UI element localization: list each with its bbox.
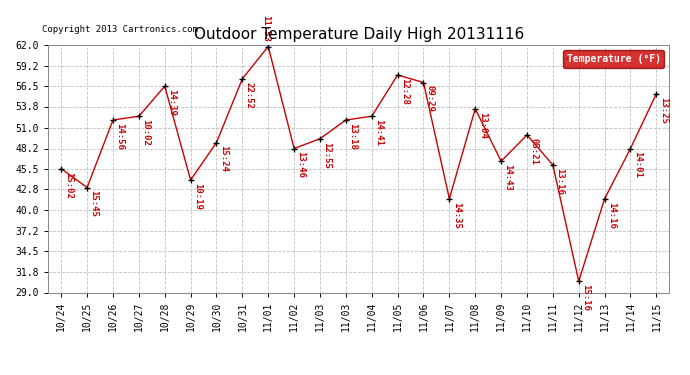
- Text: 14:01: 14:01: [633, 151, 642, 178]
- Text: 12:55: 12:55: [322, 141, 331, 168]
- Text: 05:21: 05:21: [529, 138, 538, 165]
- Text: Copyright 2013 Cartronics.com: Copyright 2013 Cartronics.com: [42, 25, 198, 34]
- Text: 12:28: 12:28: [400, 78, 409, 105]
- Text: 11:53: 11:53: [261, 15, 270, 42]
- Text: 13:04: 13:04: [477, 111, 486, 138]
- Title: Outdoor Temperature Daily High 20131116: Outdoor Temperature Daily High 20131116: [194, 27, 524, 42]
- Text: 14:43: 14:43: [504, 164, 513, 191]
- Text: 13:16: 13:16: [555, 168, 564, 195]
- Text: 14:56: 14:56: [115, 123, 124, 150]
- Text: 09:29: 09:29: [426, 85, 435, 112]
- Text: 15:24: 15:24: [219, 145, 228, 172]
- Text: 15:02: 15:02: [63, 171, 72, 198]
- Text: 13:25: 13:25: [659, 96, 668, 123]
- Text: 13:18: 13:18: [348, 123, 357, 150]
- Text: 10:02: 10:02: [141, 119, 150, 146]
- Text: 22:52: 22:52: [245, 81, 254, 108]
- Text: 15:45: 15:45: [90, 190, 99, 217]
- Text: 14:16: 14:16: [607, 201, 616, 228]
- Text: 14:39: 14:39: [167, 89, 176, 116]
- Text: 14:35: 14:35: [452, 201, 461, 228]
- Text: 10:19: 10:19: [193, 183, 202, 210]
- Legend: Temperature (°F): Temperature (°F): [562, 50, 664, 68]
- Text: 15:16: 15:16: [581, 284, 590, 311]
- Text: 13:46: 13:46: [297, 151, 306, 178]
- Text: 14:41: 14:41: [374, 119, 383, 146]
